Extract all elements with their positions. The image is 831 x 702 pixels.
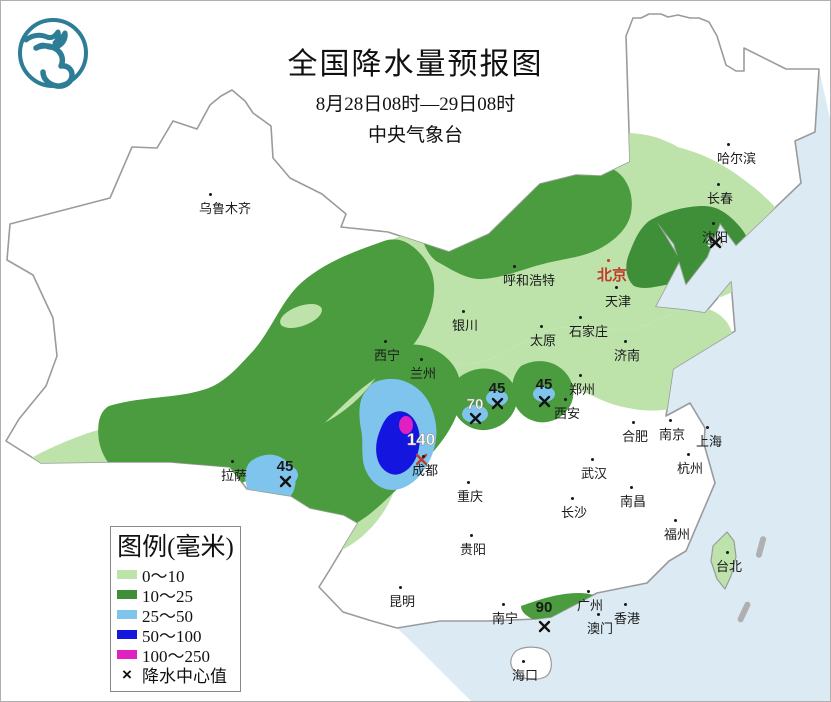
svg-text:45: 45 bbox=[277, 458, 294, 475]
svg-text:70: 70 bbox=[467, 396, 484, 413]
svg-text:140: 140 bbox=[407, 430, 435, 449]
svg-text:90: 90 bbox=[536, 599, 553, 616]
svg-text:45: 45 bbox=[489, 380, 506, 397]
svg-text:45: 45 bbox=[536, 376, 553, 393]
